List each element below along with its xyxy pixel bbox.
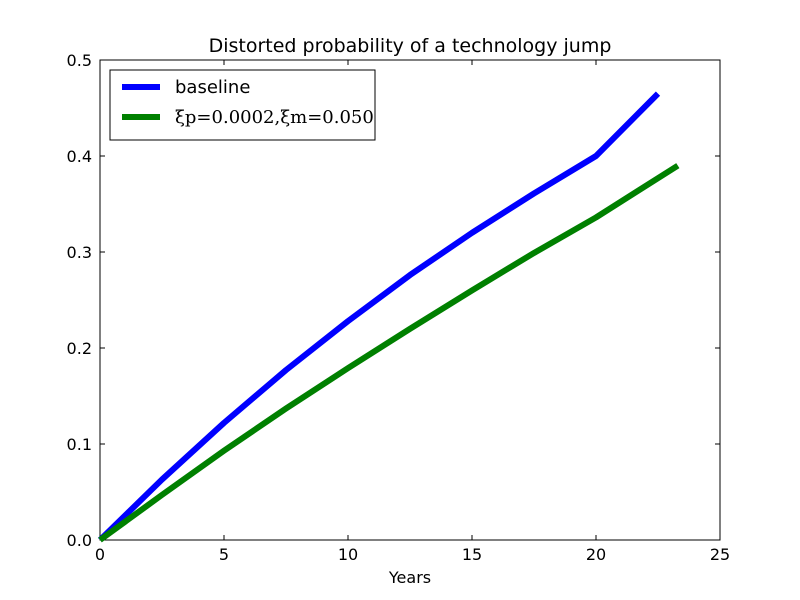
y-tick-label: 0.3 [67,243,92,262]
y-tick-label: 0.1 [67,435,92,454]
x-axis-label: Years [388,568,431,587]
x-tick-label: 20 [586,545,606,564]
series-layer [97,91,680,543]
series-line-baseline [97,91,661,543]
x-axis: 0 5 10 15 20 25 [95,60,730,564]
x-tick-label: 10 [338,545,358,564]
chart-title: Distorted probability of a technology ju… [209,35,612,57]
x-tick-label: 25 [710,545,730,564]
legend-label-distorted: ξp=0.0002,ξm=0.050 [175,107,374,128]
y-tick-label: 0.2 [67,339,92,358]
x-tick-label: 5 [219,545,229,564]
x-tick-label: 0 [95,545,105,564]
series-line-distorted [98,163,680,543]
y-tick-label: 0.5 [67,51,92,70]
x-tick-label: 15 [462,545,482,564]
legend-box [109,69,376,141]
legend-label-baseline: baseline [175,77,250,98]
y-tick-label: 0.0 [67,531,92,550]
y-tick-label: 0.4 [67,147,92,166]
y-axis: 0.0 0.1 0.2 0.3 0.4 0.5 [67,51,720,550]
legend: baseline ξp=0.0002,ξm=0.050 [109,69,376,141]
